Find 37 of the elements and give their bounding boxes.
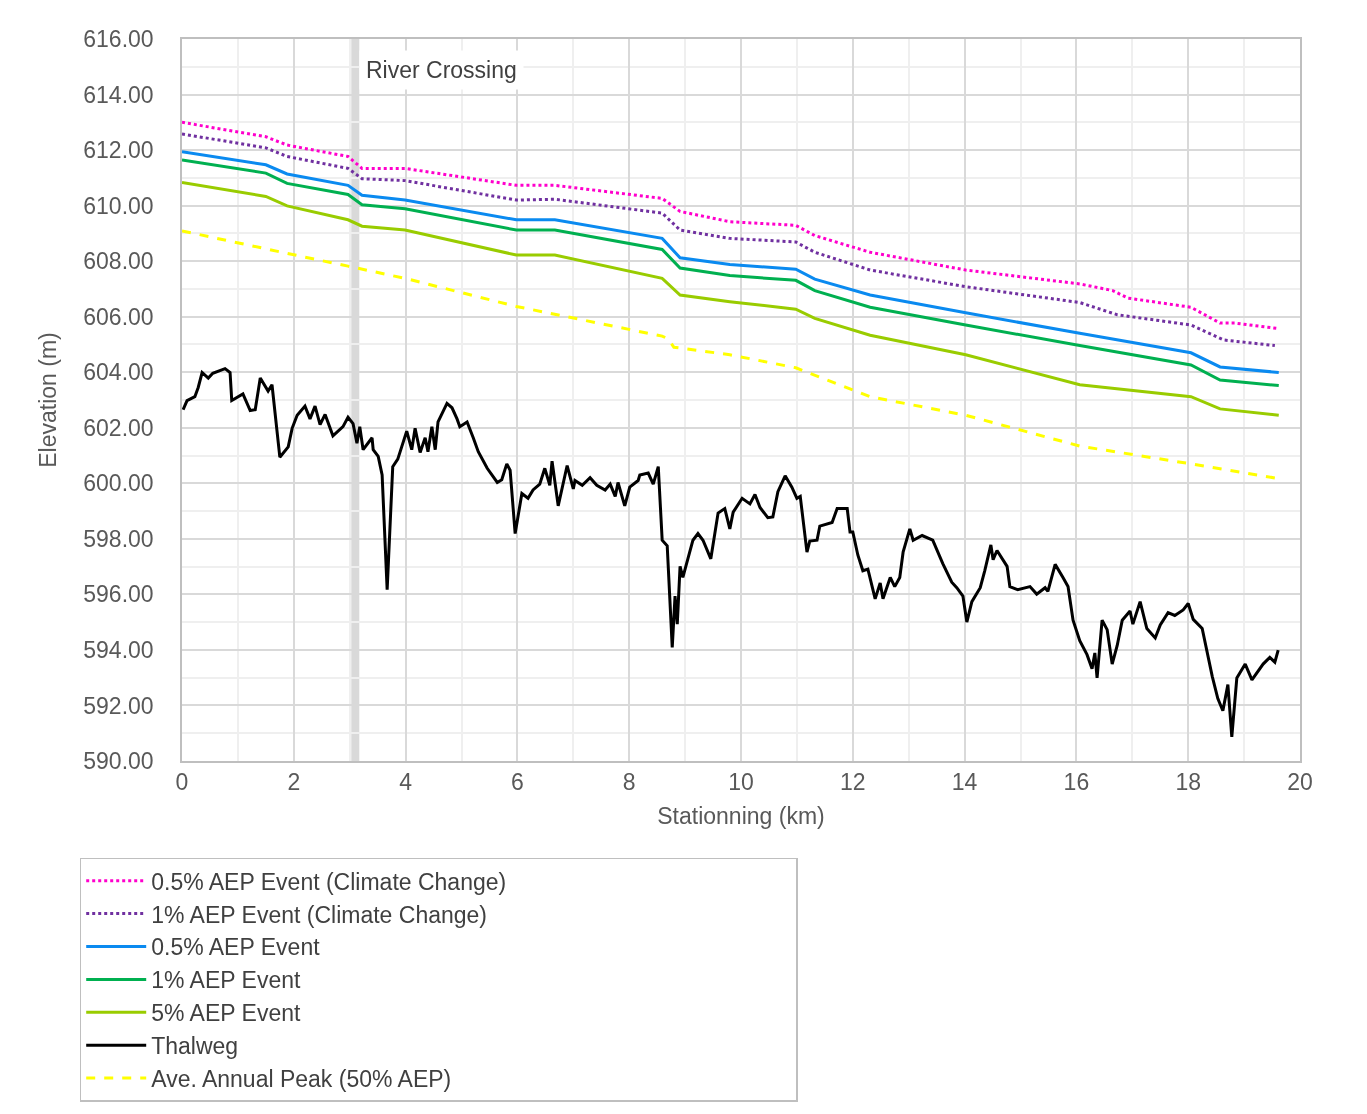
x-tick-label: 8 (622, 769, 636, 796)
line-series (182, 181, 1281, 417)
x-tick-label: 6 (511, 769, 524, 796)
y-tick-label: 616.00 (83, 26, 154, 53)
y-tick-label: 602.00 (83, 414, 154, 441)
x-tick-label: 14 (951, 769, 978, 796)
x-axis-title: Stationning (km) (657, 803, 825, 830)
x-tick-label: 2 (287, 769, 301, 796)
y-tick-label: 606.00 (83, 303, 154, 330)
legend-label: 0.5% AEP Event (Climate Change) (151, 868, 507, 895)
legend-label: 0.5% AEP Event (151, 934, 321, 961)
line-series (182, 367, 1280, 739)
x-tick-label: 10 (728, 769, 754, 796)
x-tick-label: 18 (1175, 769, 1201, 796)
y-tick-label: 592.00 (83, 692, 154, 719)
y-tick-label: 612.00 (83, 137, 154, 164)
y-tick-label: 608.00 (83, 248, 154, 275)
y-tick-label: 604.00 (83, 359, 154, 386)
y-tick-label: 596.00 (83, 581, 154, 608)
x-tick-label: 12 (840, 769, 866, 796)
legend-label: Thalweg (151, 1033, 239, 1060)
x-tick-label: 0 (175, 769, 189, 796)
legend-label: 1% AEP Event (151, 967, 301, 994)
legend-label: Ave. Annual Peak (50% AEP) (151, 1066, 452, 1093)
y-tick-label: 598.00 (83, 525, 154, 552)
x-tick-label: 20 (1287, 769, 1313, 796)
legend-label: 1% AEP Event (Climate Change) (151, 901, 488, 928)
y-tick-label: 590.00 (83, 748, 154, 775)
y-tick-label: 614.00 (83, 81, 154, 108)
y-axis-title: Elevation (m) (35, 332, 62, 468)
y-tick-label: 610.00 (83, 192, 154, 219)
y-tick-label: 594.00 (83, 636, 154, 663)
ref-line-label: River Crossing (366, 57, 517, 83)
x-tick-label: 16 (1063, 769, 1090, 796)
x-tick-label: 4 (399, 769, 413, 796)
y-tick-label: 600.00 (83, 470, 154, 497)
legend-label: 5% AEP Event (151, 1000, 301, 1027)
